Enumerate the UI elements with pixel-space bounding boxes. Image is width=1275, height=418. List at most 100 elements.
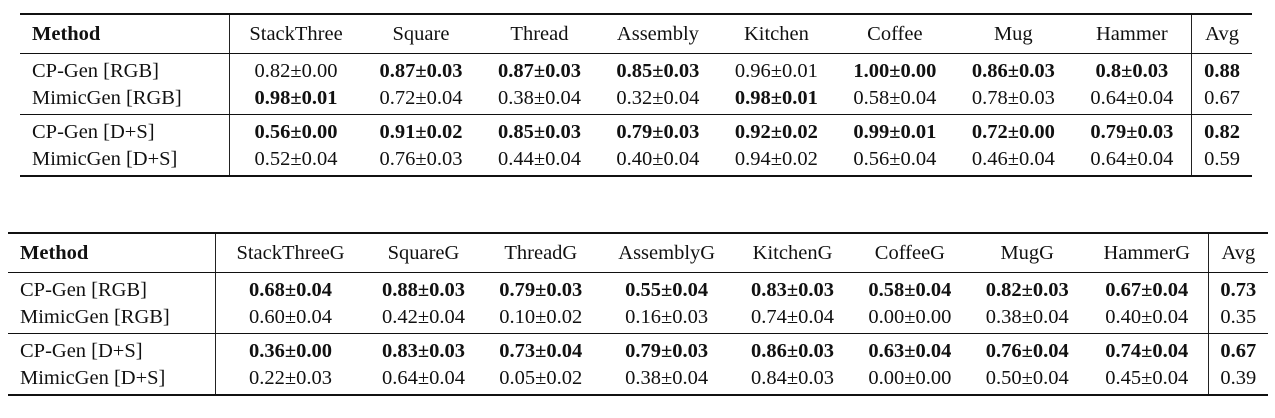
- value-cell: 0.94±0.02: [717, 146, 836, 177]
- method-cell: CP-Gen [RGB]: [20, 53, 231, 85]
- value-cell: 0.05±0.02: [482, 365, 600, 396]
- value-cell: 0.79±0.03: [1090, 121, 1174, 143]
- value-cell: 0.38±0.04: [480, 85, 599, 115]
- value-cell: 0.87±0.03: [497, 60, 581, 82]
- value-cell: 0.79±0.03: [625, 340, 709, 362]
- value-cell: 0.86±0.03: [751, 340, 835, 362]
- value-cell: 0.60±0.04: [215, 304, 365, 334]
- value-cell: 0.74±0.04: [733, 304, 852, 334]
- value-cell: 0.55±0.04: [625, 279, 709, 301]
- column-header: Assembly: [598, 13, 718, 54]
- row-group: CP-Gen [RGB] 0.68±0.04 0.88±0.03 0.79±0.03 0…: [8, 272, 1268, 334]
- value-cell: 0.78±0.03: [954, 85, 1073, 115]
- results-table-2: Method StackThreeG SquareG ThreadG AssemblyG…: [8, 232, 1268, 396]
- value-cell: 0.10±0.02: [482, 304, 600, 334]
- column-header: StackThreeG: [215, 232, 365, 273]
- avg-cell: 0.67: [1191, 85, 1252, 115]
- avg-cell: 0.59: [1191, 146, 1252, 177]
- column-header: CoffeeG: [851, 232, 969, 273]
- value-cell: 0.32±0.04: [598, 85, 718, 115]
- column-header: MugG: [968, 232, 1086, 273]
- column-header: Hammer: [1072, 13, 1192, 54]
- value-cell: 0.58±0.04: [868, 279, 952, 301]
- row-group: CP-Gen [D+S] 0.36±0.00 0.83±0.03 0.73±0.04 0…: [8, 333, 1268, 396]
- value-cell: 0.44±0.04: [480, 146, 599, 177]
- column-header: Avg: [1207, 232, 1268, 273]
- column-header: Kitchen: [717, 13, 836, 54]
- value-cell: 0.38±0.04: [599, 365, 734, 396]
- value-cell: 0.58±0.04: [835, 85, 955, 115]
- avg-cell: 0.82: [1191, 114, 1252, 146]
- column-header: ThreadG: [482, 232, 600, 273]
- method-header: Method: [20, 13, 231, 54]
- value-cell: 0.85±0.03: [497, 121, 581, 143]
- value-cell: 0.22±0.03: [215, 365, 365, 396]
- column-header: StackThree: [229, 13, 362, 54]
- column-header: Square: [361, 13, 481, 54]
- column-header: Avg: [1191, 13, 1252, 54]
- value-cell: 1.00±0.00: [853, 60, 937, 82]
- value-cell: 0.86±0.03: [971, 60, 1055, 82]
- value-cell: 0.16±0.03: [599, 304, 734, 334]
- avg-cell: 0.73: [1207, 272, 1268, 304]
- value-cell: 0.8±0.03: [1095, 60, 1169, 82]
- column-header: SquareG: [364, 232, 483, 273]
- value-cell: 0.64±0.04: [1072, 146, 1192, 177]
- value-cell: 0.82±0.03: [985, 279, 1069, 301]
- value-cell: 0.79±0.03: [616, 121, 700, 143]
- value-cell: 0.85±0.03: [616, 60, 700, 82]
- method-cell: MimicGen [D+S]: [8, 365, 217, 396]
- table-row: CP-Gen [D+S] 0.56±0.00 0.91±0.02 0.85±0.03 0…: [20, 114, 1252, 146]
- column-header: KitchenG: [733, 232, 852, 273]
- value-cell: 0.96±0.01: [734, 60, 818, 82]
- value-cell: 0.45±0.04: [1085, 365, 1209, 396]
- value-cell: 0.82±0.00: [254, 60, 338, 82]
- value-cell: 0.92±0.02: [734, 121, 818, 143]
- value-cell: 0.98±0.01: [717, 85, 836, 115]
- method-cell: MimicGen [RGB]: [8, 304, 217, 334]
- value-cell: 0.42±0.04: [364, 304, 483, 334]
- results-table-1: Method StackThree Square Thread Assembly Kitc…: [20, 13, 1252, 177]
- value-cell: 0.64±0.04: [1072, 85, 1192, 115]
- value-cell: 0.74±0.04: [1105, 340, 1189, 362]
- value-cell: 0.46±0.04: [954, 146, 1073, 177]
- value-cell: 0.88±0.03: [381, 279, 465, 301]
- value-cell: 0.52±0.04: [229, 146, 362, 177]
- method-cell: MimicGen [D+S]: [20, 146, 231, 177]
- table-row: CP-Gen [RGB] 0.68±0.04 0.88±0.03 0.79±0.03 0…: [8, 272, 1268, 304]
- value-cell: 0.91±0.02: [379, 121, 463, 143]
- value-cell: 0.83±0.03: [381, 340, 465, 362]
- value-cell: 0.73±0.04: [499, 340, 583, 362]
- method-cell: CP-Gen [RGB]: [8, 272, 217, 304]
- value-cell: 0.38±0.04: [968, 304, 1086, 334]
- column-header: HammerG: [1085, 232, 1209, 273]
- table-row: MimicGen [RGB] 0.98±0.01 0.72±0.04 0.38±0.0…: [20, 85, 1252, 115]
- table-row: MimicGen [RGB] 0.60±0.04 0.42±0.04 0.10±0.0…: [8, 304, 1268, 334]
- value-cell: 0.00±0.00: [851, 365, 969, 396]
- value-cell: 0.72±0.04: [361, 85, 481, 115]
- row-group: CP-Gen [D+S] 0.56±0.00 0.91±0.02 0.85±0.03 0…: [20, 114, 1252, 177]
- value-cell: 0.67±0.04: [1105, 279, 1189, 301]
- value-cell: 0.99±0.01: [853, 121, 937, 143]
- value-cell: 0.87±0.03: [379, 60, 463, 82]
- value-cell: 0.79±0.03: [499, 279, 583, 301]
- avg-cell: 0.39: [1207, 365, 1268, 396]
- column-header: Thread: [480, 13, 599, 54]
- table-row: MimicGen [D+S] 0.22±0.03 0.64±0.04 0.05±0.0…: [8, 365, 1268, 396]
- value-cell: 0.63±0.04: [868, 340, 952, 362]
- value-cell: 0.76±0.03: [361, 146, 481, 177]
- value-cell: 0.40±0.04: [1085, 304, 1209, 334]
- value-cell: 0.00±0.00: [851, 304, 969, 334]
- method-header: Method: [8, 232, 217, 273]
- avg-cell: 0.35: [1207, 304, 1268, 334]
- value-cell: 0.68±0.04: [249, 279, 333, 301]
- value-cell: 0.84±0.03: [733, 365, 852, 396]
- value-cell: 0.36±0.00: [249, 340, 333, 362]
- column-header: Mug: [954, 13, 1073, 54]
- avg-cell: 0.67: [1207, 333, 1268, 365]
- column-header: AssemblyG: [599, 232, 734, 273]
- value-cell: 0.56±0.04: [835, 146, 955, 177]
- value-cell: 0.64±0.04: [364, 365, 483, 396]
- avg-cell: 0.88: [1191, 53, 1252, 85]
- value-cell: 0.72±0.00: [971, 121, 1055, 143]
